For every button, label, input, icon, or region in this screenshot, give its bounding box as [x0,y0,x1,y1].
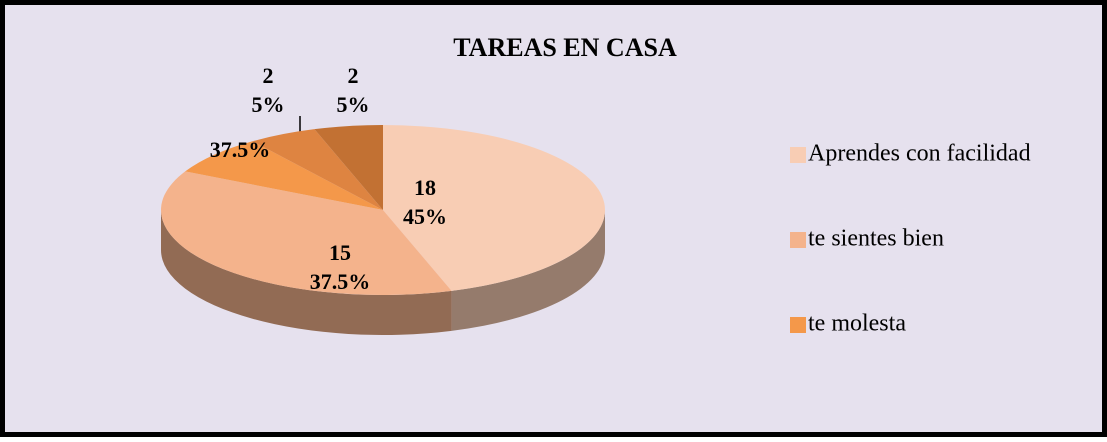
slice-side [451,210,605,331]
data-label: 37.5% [310,269,371,294]
slice [314,125,383,210]
slice [383,125,606,291]
legend-label: te molesta [808,311,906,337]
data-label: 15 [329,240,351,265]
data-label: 5% [252,92,285,117]
data-label: 45% [403,204,447,229]
slice-side [161,210,452,335]
legend-label: te sientes bien [808,226,944,252]
slice [252,129,383,210]
legend-swatch [790,232,806,248]
data-label: 2 [263,63,274,88]
data-label: 5% [337,92,370,117]
slice [185,141,383,210]
legend-swatch [790,317,806,333]
legend-label: Aprendes con facilidad [808,141,1031,167]
legend-swatch [790,147,806,163]
data-label: 18 [414,175,436,200]
data-label: 37.5% [210,137,271,162]
chart-title: TAREAS EN CASA [453,33,677,62]
data-label: 2 [348,63,359,88]
slice [160,171,452,296]
